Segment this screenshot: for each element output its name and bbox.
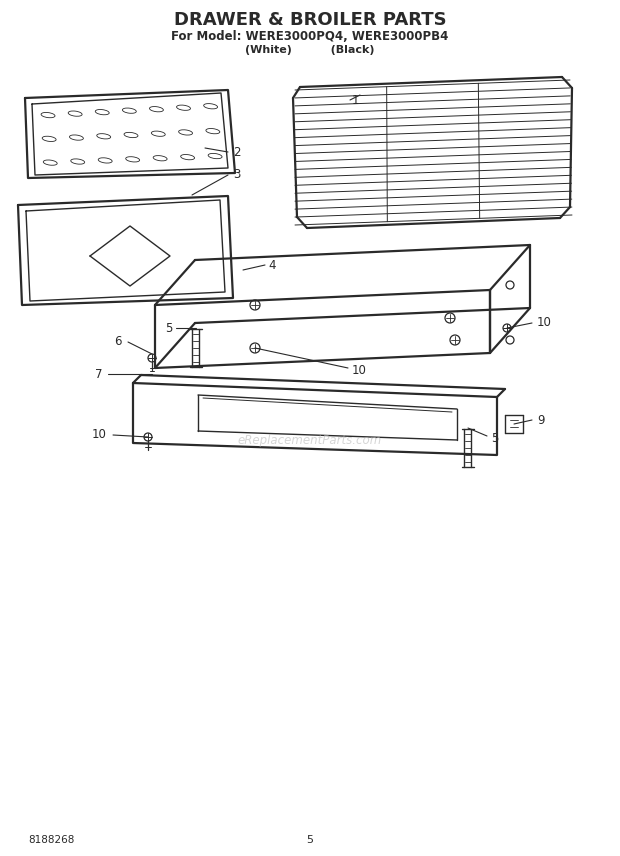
Text: 2: 2 [233,146,241,158]
Text: 7: 7 [94,367,102,381]
Text: 5: 5 [165,322,172,335]
Text: 5: 5 [491,431,498,444]
Text: DRAWER & BROILER PARTS: DRAWER & BROILER PARTS [174,11,446,29]
Text: 8188268: 8188268 [28,835,74,845]
Text: 5: 5 [306,835,314,845]
Text: (White)          (Black): (White) (Black) [246,45,374,55]
Text: 9: 9 [537,413,544,426]
Text: 10: 10 [92,427,107,441]
Text: 6: 6 [115,335,122,348]
Text: 10: 10 [537,316,552,329]
Text: 4: 4 [268,259,275,271]
Text: 3: 3 [233,168,241,181]
Text: 1: 1 [352,93,360,106]
Text: eReplacementParts.com: eReplacementParts.com [238,433,382,447]
Text: For Model: WERE3000PQ4, WERE3000PB4: For Model: WERE3000PQ4, WERE3000PB4 [171,29,449,43]
Text: 10: 10 [352,364,367,377]
